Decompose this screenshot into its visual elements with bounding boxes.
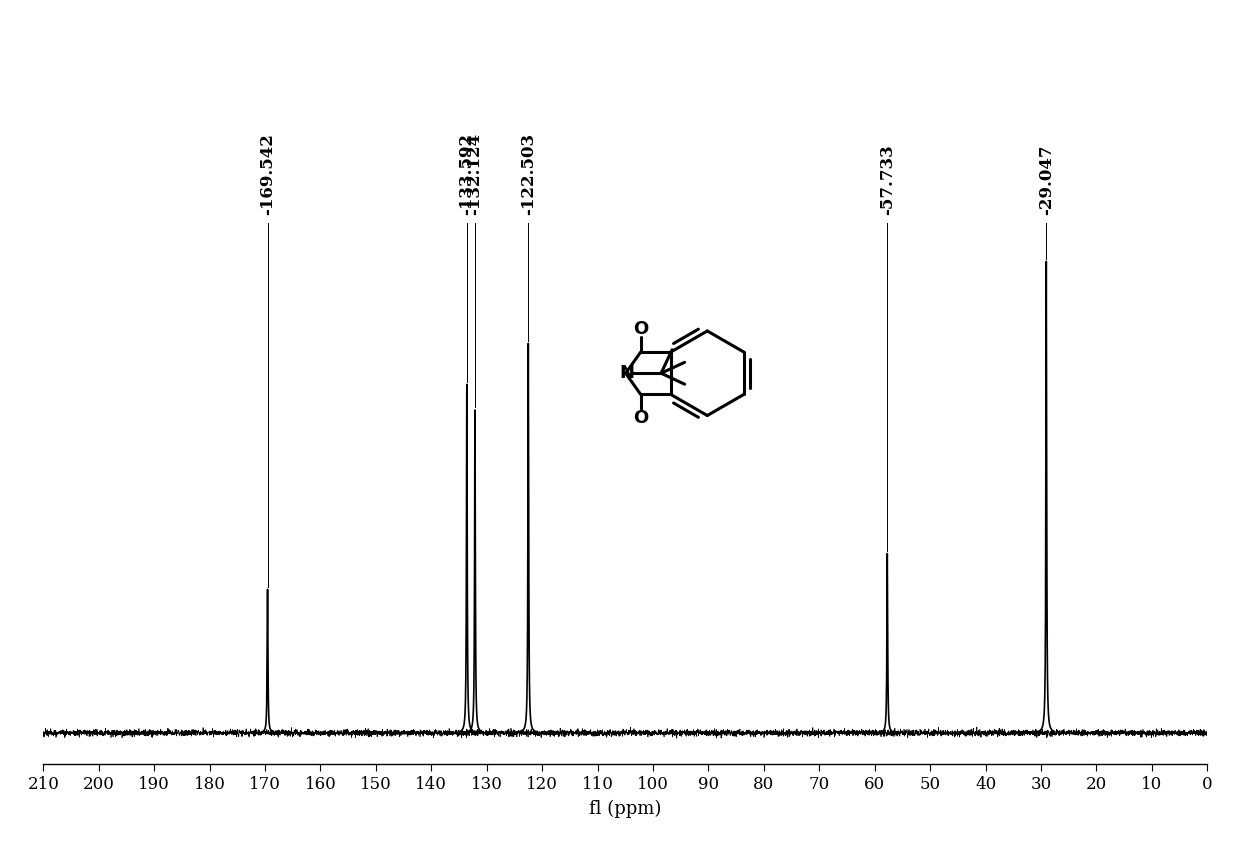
- Text: -29.047: -29.047: [1038, 145, 1055, 215]
- Text: -57.733: -57.733: [879, 144, 895, 215]
- Text: -132.124: -132.124: [466, 133, 484, 215]
- Text: O: O: [634, 320, 649, 338]
- X-axis label: fl (ppm): fl (ppm): [589, 800, 661, 819]
- Text: -169.542: -169.542: [259, 134, 277, 215]
- Text: O: O: [634, 409, 649, 426]
- Text: -133.592: -133.592: [459, 133, 475, 215]
- Text: N: N: [620, 365, 635, 382]
- Text: -122.503: -122.503: [520, 133, 537, 215]
